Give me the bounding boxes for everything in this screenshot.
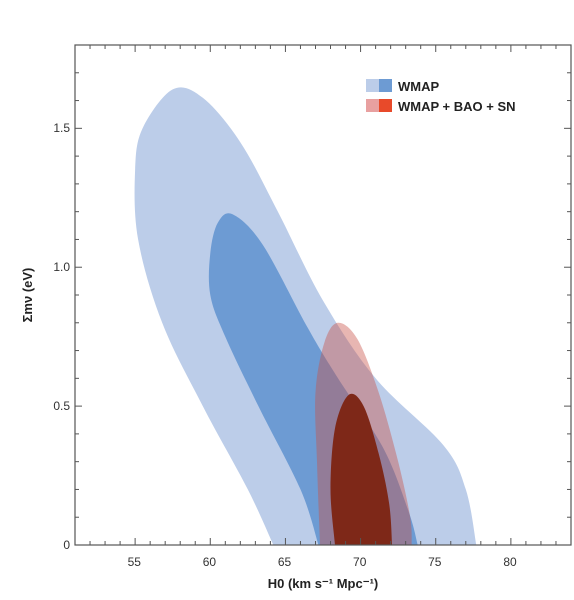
y-tick-label: 0.5	[53, 399, 70, 413]
wmap-contour-outer	[134, 87, 477, 545]
x-tick-label: 75	[428, 555, 442, 569]
x-tick-label: 80	[503, 555, 517, 569]
axis-ticks	[75, 45, 571, 545]
legend-label-wmap: WMAP	[398, 79, 439, 94]
contour-regions	[134, 87, 477, 545]
x-tick-label: 60	[203, 555, 217, 569]
y-tick-label: 0	[63, 538, 70, 552]
legend: WMAP WMAP + BAO + SN	[366, 79, 516, 114]
legend-swatch-combined-inner	[379, 99, 392, 112]
legend-swatch-wmap-outer	[366, 79, 379, 92]
y-axis-label: Σmν (eV)	[20, 268, 35, 323]
legend-swatch-combined-outer	[366, 99, 379, 112]
legend-label-combined: WMAP + BAO + SN	[398, 99, 516, 114]
legend-swatch-wmap-inner	[379, 79, 392, 92]
x-tick-label: 70	[353, 555, 367, 569]
y-tick-label: 1.5	[53, 121, 70, 135]
combined-contour-inner	[330, 393, 393, 545]
x-tick-label: 65	[278, 555, 292, 569]
x-tick-label: 55	[128, 555, 142, 569]
y-tick-label: 1.0	[53, 260, 70, 274]
x-axis-label: H0 (km s⁻¹ Mpc⁻¹)	[268, 576, 379, 591]
